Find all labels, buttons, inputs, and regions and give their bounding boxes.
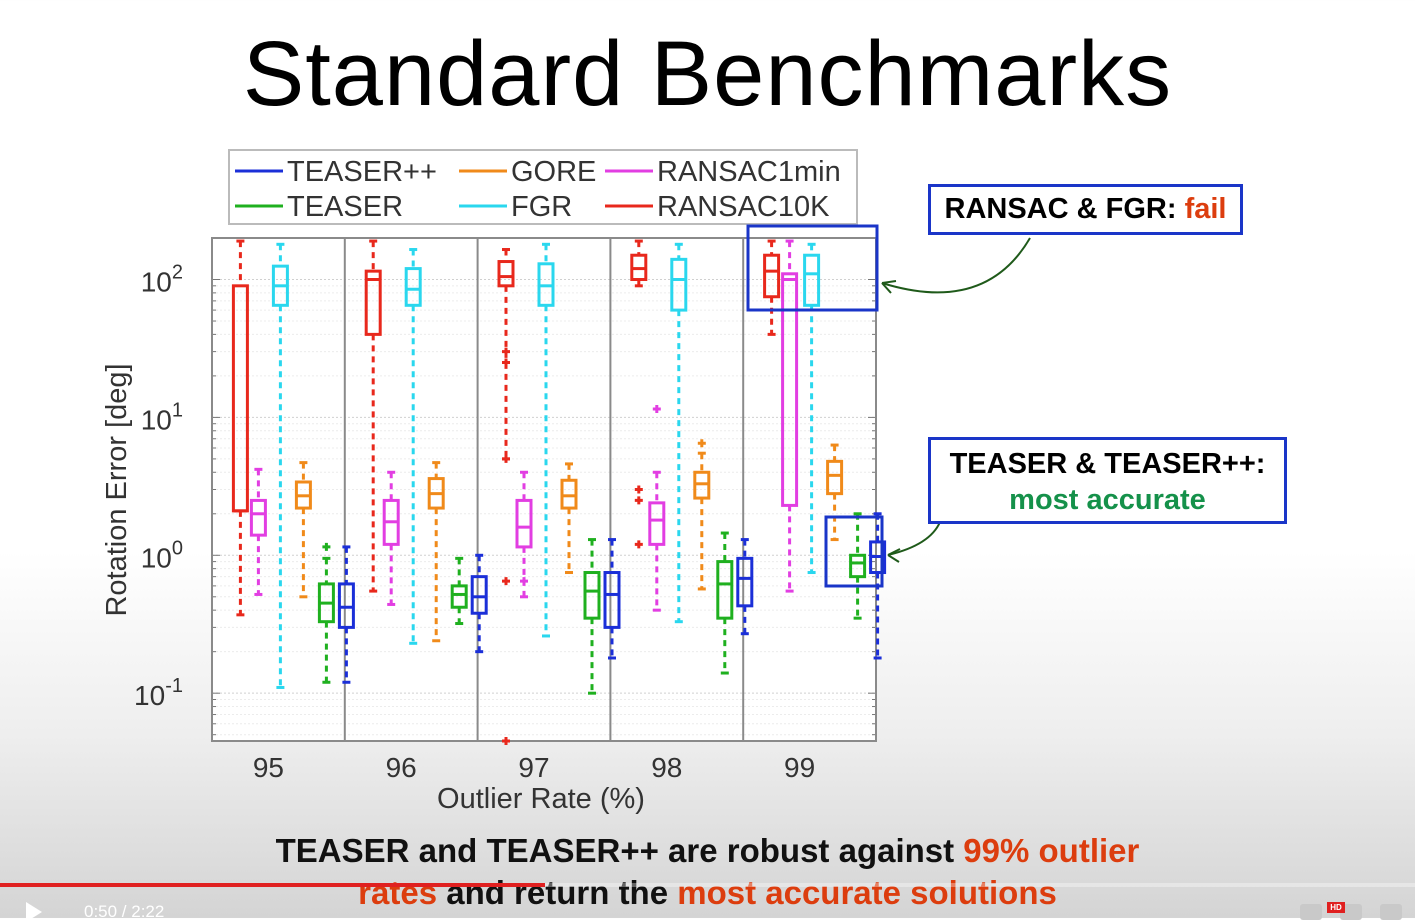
highlight-box-fail bbox=[746, 224, 879, 312]
legend-label: TEASER++ bbox=[287, 156, 437, 188]
box-body bbox=[826, 459, 844, 496]
box-body bbox=[515, 498, 533, 549]
outlier-marker bbox=[634, 485, 643, 494]
fullscreen-icon[interactable] bbox=[1380, 904, 1402, 920]
outlier-marker bbox=[520, 577, 528, 586]
caption-line1: TEASER and TEASER++ are robust against 9… bbox=[0, 832, 1415, 870]
box-body bbox=[470, 575, 488, 615]
slide-title: Standard Benchmarks bbox=[242, 23, 1173, 125]
y-tick-label: 102 bbox=[141, 262, 183, 298]
x-tick-label: 96 bbox=[386, 752, 417, 783]
arrow-fail bbox=[881, 237, 1031, 294]
legend-label: TEASER bbox=[287, 191, 403, 223]
box-body bbox=[716, 560, 734, 620]
callout-accurate: TEASER & TEASER++: most accurate bbox=[928, 437, 1287, 524]
box-body bbox=[583, 571, 601, 620]
outlier-marker bbox=[502, 577, 510, 586]
box-body bbox=[364, 269, 382, 336]
callout-fail: RANSAC & FGR: fail bbox=[928, 184, 1243, 235]
box-body bbox=[603, 571, 621, 629]
outlier-marker bbox=[502, 737, 510, 745]
settings-icon[interactable] bbox=[1300, 904, 1322, 920]
box-body bbox=[337, 582, 355, 629]
arrow-fail-head bbox=[881, 280, 897, 294]
x-tick-label: 97 bbox=[518, 752, 549, 783]
box-body bbox=[736, 556, 754, 608]
caption-highlight-1: 99% outlier bbox=[963, 832, 1140, 869]
play-icon[interactable] bbox=[26, 902, 42, 922]
legend-label: RANSAC1min bbox=[657, 156, 841, 188]
callout-accurate-line1: TEASER & TEASER++: bbox=[949, 448, 1266, 480]
outlier-marker bbox=[502, 454, 510, 463]
outlier-marker bbox=[697, 439, 706, 448]
arrow-accurate bbox=[887, 521, 941, 556]
callout-fail-text: RANSAC & FGR: bbox=[944, 193, 1185, 225]
box-body bbox=[781, 272, 799, 507]
box-body bbox=[849, 553, 867, 579]
legend-label: RANSAC10K bbox=[657, 191, 830, 223]
box-body bbox=[497, 260, 515, 288]
box-body bbox=[249, 498, 267, 537]
video-progress-fill bbox=[0, 883, 545, 887]
box-body bbox=[404, 267, 422, 307]
video-controls: 0:50 / 2:22 bbox=[0, 896, 1415, 922]
legend-label: FGR bbox=[511, 191, 572, 223]
x-tick-label: 99 bbox=[784, 752, 815, 783]
arrow-accurate-head bbox=[887, 548, 901, 563]
caption-line2: rates and return the most accurate solut… bbox=[0, 874, 1415, 912]
y-tick-label: 101 bbox=[141, 399, 183, 435]
video-progress-bar[interactable] bbox=[0, 883, 1415, 887]
x-tick-label: 95 bbox=[253, 752, 284, 783]
box-plot-chart: 10-1 100 101 102 95 96 97 98 99 Outlier Rate (%) R… bbox=[101, 149, 1031, 815]
caption-highlight-2: rates bbox=[358, 874, 438, 911]
box-body bbox=[648, 501, 666, 546]
video-time: 0:50 / 2:22 bbox=[84, 902, 165, 921]
highlight-box-accurate bbox=[824, 515, 884, 588]
caption-text-1: TEASER and TEASER++ are robust against bbox=[275, 832, 964, 869]
box-body bbox=[560, 478, 578, 510]
callout-fail-highlight: fail bbox=[1184, 193, 1227, 225]
y-tick-label: 100 bbox=[141, 537, 183, 573]
x-axis-title: Outlier Rate (%) bbox=[437, 783, 645, 815]
x-tick-label: 98 bbox=[651, 752, 682, 783]
caption-highlight-3: most accurate solutions bbox=[677, 874, 1057, 911]
y-axis-title: Rotation Error [deg] bbox=[101, 363, 133, 616]
outlier-marker bbox=[652, 405, 661, 414]
outlier-marker bbox=[502, 358, 510, 367]
hd-badge: HD bbox=[1327, 902, 1345, 913]
box-body bbox=[803, 253, 821, 307]
callout-accurate-line2: most accurate bbox=[1009, 484, 1206, 516]
y-tick-label: 10-1 bbox=[134, 675, 183, 711]
outlier-marker bbox=[322, 542, 331, 551]
box-body bbox=[763, 253, 781, 299]
box-body bbox=[450, 584, 468, 609]
outlier-marker bbox=[502, 347, 510, 356]
legend-box bbox=[228, 149, 858, 225]
box-body bbox=[670, 257, 688, 312]
outlier-marker bbox=[634, 540, 643, 549]
miniplayer-icon[interactable] bbox=[1340, 904, 1362, 920]
plot-frame bbox=[211, 237, 877, 742]
legend-label: GORE bbox=[511, 156, 596, 188]
caption-text-2: and return the bbox=[437, 874, 678, 911]
outlier-marker bbox=[634, 496, 643, 505]
